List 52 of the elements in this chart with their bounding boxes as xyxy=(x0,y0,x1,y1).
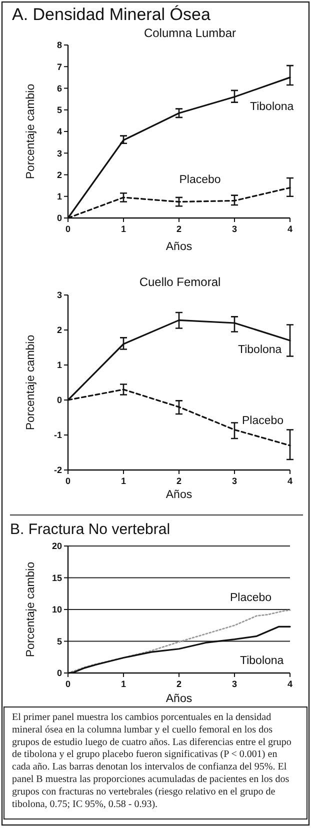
y-axis-title: Porcentaje cambio xyxy=(25,334,37,430)
y-tick-label: 6 xyxy=(56,83,62,94)
x-tick-label: 4 xyxy=(287,224,293,234)
x-axis-title: Años xyxy=(166,241,192,253)
series-label: Placebo xyxy=(242,415,284,427)
series-label: Tibolona xyxy=(240,655,284,667)
y-tick-label: 0 xyxy=(56,213,62,224)
x-tick-label: 0 xyxy=(65,476,71,486)
series-label: Tibolona xyxy=(250,101,294,113)
x-tick-label: 4 xyxy=(287,679,293,689)
x-axis-title: Años xyxy=(166,489,192,501)
y-tick-label: 3 xyxy=(56,148,62,158)
y-tick-label: 7 xyxy=(56,62,62,72)
chart-subtitle: Columna Lumbar xyxy=(144,26,236,40)
x-tick-label: 0 xyxy=(65,224,71,234)
x-tick-label: 3 xyxy=(232,679,238,689)
y-axis-title: Porcentaje cambio xyxy=(25,84,37,180)
x-tick-label: 4 xyxy=(287,476,293,486)
y-tick-label: 8 xyxy=(56,40,62,50)
y-tick-label: 5 xyxy=(56,105,62,116)
x-tick-label: 2 xyxy=(176,476,182,486)
y-tick-label: 3 xyxy=(56,290,62,300)
x-tick-label: 0 xyxy=(65,679,71,689)
x-tick-label: 3 xyxy=(232,476,238,486)
y-tick-label: 5 xyxy=(56,636,62,646)
chart-title: Cuello Femoral xyxy=(139,275,221,289)
y-tick-label: 0 xyxy=(56,395,62,406)
text: El primer panel muestra los cambios porcentuales en la densidad mineral ósea en la columna lumbar y el cuello femoral en los dos grupos de estudio luego de cuatro años. Las diferencias entre el grupo de tibolona y el grupo placebo fueron significativas (P < 0.001) en cada año. Las barras denotan los intervalos de confianza del 95%. El panel B muestra las proporciones acumuladas de pacientes en los dos grupos con fracturas no vertebrales (riesgo relativo en el grupo de tibolona, 0.75; IC 95%, 0.58 - 0.93). xyxy=(12,712,292,810)
y-tick-label: 15 xyxy=(52,572,62,583)
x-tick-label: 3 xyxy=(232,224,238,234)
x-tick-label: 2 xyxy=(176,224,182,234)
y-tick-label: -1 xyxy=(54,430,62,440)
y-tick-label: 2 xyxy=(56,170,62,180)
series-label: Tibolona xyxy=(238,344,282,356)
y-tick-label: -2 xyxy=(54,465,62,476)
chart-title: B. Fractura No vertebral xyxy=(10,521,170,538)
y-tick-label: 4 xyxy=(56,126,62,137)
y-tick-label: 20 xyxy=(52,541,62,552)
y-tick-label: 1 xyxy=(56,360,62,370)
y-tick-label: 1 xyxy=(56,192,62,202)
x-tick-label: 1 xyxy=(120,476,126,486)
x-tick-label: 2 xyxy=(176,679,182,689)
x-tick-label: 1 xyxy=(120,224,126,234)
y-tick-label: 10 xyxy=(52,604,62,615)
x-tick-label: 1 xyxy=(120,679,126,689)
y-axis-title: Porcentaje cambio xyxy=(25,562,37,658)
y-tick-label: 0 xyxy=(56,668,62,678)
x-axis-title: Años xyxy=(166,693,192,705)
y-tick-label: 2 xyxy=(56,325,62,336)
chart-title: A. Densidad Mineral Ósea xyxy=(12,5,211,24)
series-label: Placebo xyxy=(179,174,221,186)
series-label: Placebo xyxy=(230,592,272,604)
